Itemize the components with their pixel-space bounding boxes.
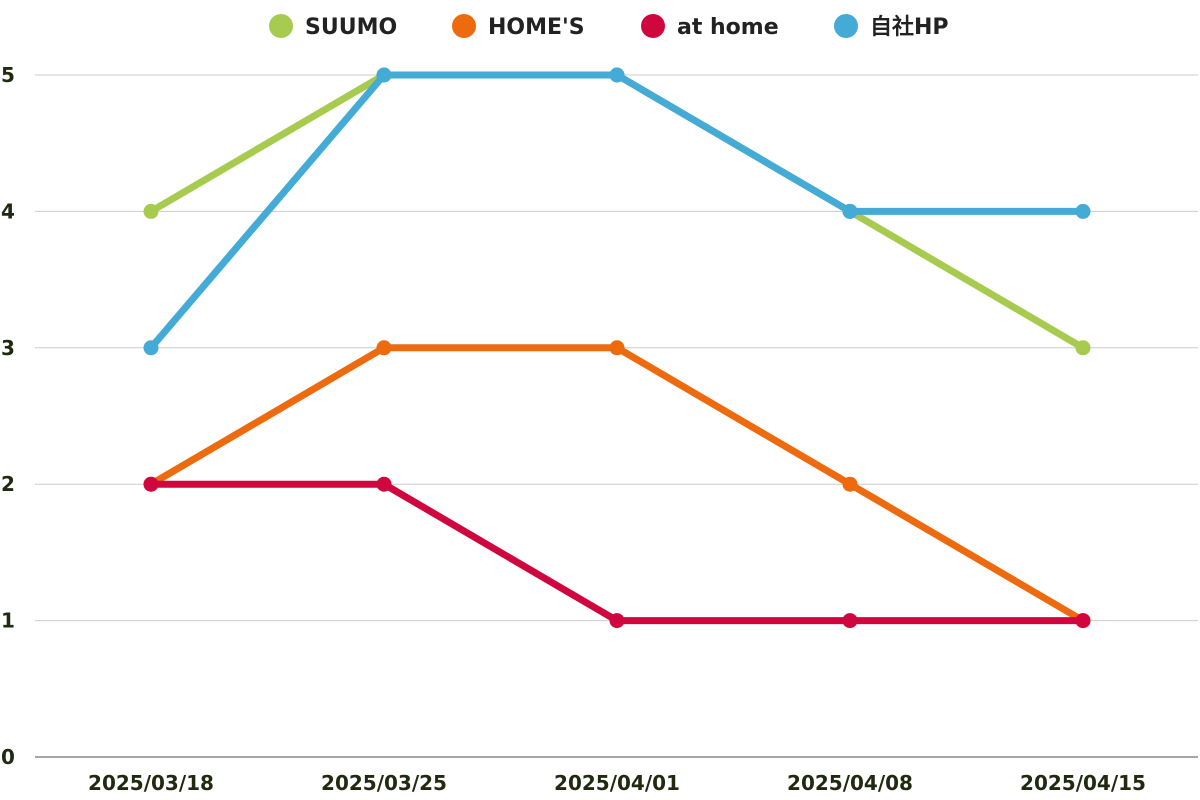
data-point[interactable] — [376, 340, 392, 356]
data-point[interactable] — [143, 476, 159, 492]
legend-label: 自社HP — [870, 14, 949, 40]
x-tick-label: 2025/03/18 — [88, 771, 214, 795]
series-line — [147, 480, 1087, 625]
y-tick-label: 4 — [1, 199, 15, 223]
x-tick-label: 2025/04/15 — [1020, 771, 1146, 795]
data-point[interactable] — [609, 340, 625, 356]
y-tick-label: 1 — [1, 609, 15, 633]
legend-label: at home — [677, 15, 779, 40]
data-point[interactable] — [842, 476, 858, 492]
legend-label: HOME'S — [488, 15, 585, 40]
data-point[interactable] — [1075, 613, 1091, 629]
x-axis-ticks: 2025/03/18 2025/03/25 2025/04/01 2025/04/08… — [88, 771, 1146, 795]
data-point[interactable] — [1075, 340, 1091, 356]
legend[interactable]: SUUMO HOME'S at home 自社HP — [269, 14, 949, 40]
data-point[interactable] — [143, 203, 159, 219]
y-tick-label: 0 — [1, 745, 15, 769]
legend-item-0[interactable]: SUUMO — [269, 14, 397, 40]
x-tick-label: 2025/03/25 — [321, 771, 447, 795]
x-tick-label: 2025/04/01 — [554, 771, 680, 795]
legend-label: SUUMO — [305, 15, 397, 40]
data-point[interactable] — [1075, 203, 1091, 219]
data-point[interactable] — [609, 67, 625, 83]
legend-item-2[interactable]: at home — [641, 14, 779, 40]
data-point[interactable] — [143, 340, 159, 356]
data-point[interactable] — [842, 203, 858, 219]
data-point[interactable] — [376, 67, 392, 83]
y-tick-label: 3 — [1, 336, 15, 360]
legend-item-3[interactable]: 自社HP — [834, 14, 949, 40]
legend-marker — [641, 14, 665, 38]
legend-item-1[interactable]: HOME'S — [452, 14, 585, 40]
data-point[interactable] — [376, 476, 392, 492]
x-tick-label: 2025/04/08 — [787, 771, 913, 795]
legend-marker — [452, 14, 476, 38]
series-3 — [143, 67, 1091, 356]
data-point[interactable] — [609, 613, 625, 629]
y-axis-ticks: 0 1 2 3 4 5 — [1, 63, 15, 769]
y-tick-label: 2 — [1, 472, 15, 496]
y-tick-label: 5 — [1, 63, 15, 87]
series-2 — [143, 476, 1091, 629]
data-point[interactable] — [842, 613, 858, 629]
series-lines — [143, 67, 1091, 629]
legend-marker — [834, 14, 858, 38]
legend-marker — [269, 14, 293, 38]
